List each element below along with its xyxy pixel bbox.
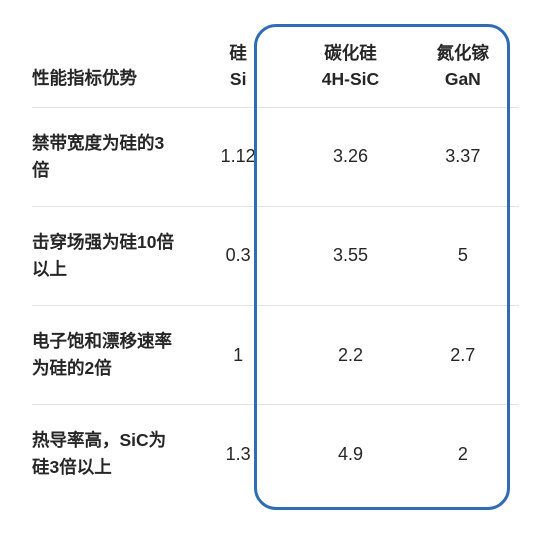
comparison-table: 性能指标优势 硅 Si 碳化硅 4H-SiC 氮化镓 GaN 禁带宽度为硅的3倍… bbox=[32, 40, 519, 504]
value-cell: 2.7 bbox=[407, 345, 519, 366]
value-cell: 2.2 bbox=[294, 345, 406, 366]
table-row: 击穿场强为硅10倍以上 0.3 3.55 5 bbox=[32, 207, 519, 306]
value-cell: 2 bbox=[407, 444, 519, 465]
metric-cell: 电子饱和漂移速率为硅的2倍 bbox=[32, 328, 182, 382]
value-cell: 3.55 bbox=[294, 245, 406, 266]
header-col-top: 硅 bbox=[229, 43, 247, 63]
value-cell: 3.26 bbox=[294, 146, 406, 167]
table-row: 禁带宽度为硅的3倍 1.12 3.26 3.37 bbox=[32, 108, 519, 207]
header-col-si: 硅 Si bbox=[182, 40, 294, 93]
metric-cell: 禁带宽度为硅的3倍 bbox=[32, 130, 182, 184]
table-row: 热导率高，SiC为硅3倍以上 1.3 4.9 2 bbox=[32, 405, 519, 503]
value-cell: 0.3 bbox=[182, 245, 294, 266]
header-col-top: 氮化镓 bbox=[437, 43, 490, 63]
table-header-row: 性能指标优势 硅 Si 碳化硅 4H-SiC 氮化镓 GaN bbox=[32, 40, 519, 108]
header-col-sub: 4H-SiC bbox=[294, 66, 406, 92]
header-col-gan: 氮化镓 GaN bbox=[407, 40, 519, 93]
header-metric-label: 性能指标优势 bbox=[32, 65, 176, 92]
header-col-sub: GaN bbox=[407, 66, 519, 92]
value-cell: 1 bbox=[182, 345, 294, 366]
header-col-sub: Si bbox=[182, 66, 294, 92]
table-row: 电子饱和漂移速率为硅的2倍 1 2.2 2.7 bbox=[32, 306, 519, 405]
metric-cell: 热导率高，SiC为硅3倍以上 bbox=[32, 427, 182, 481]
value-cell: 5 bbox=[407, 245, 519, 266]
value-cell: 1.3 bbox=[182, 444, 294, 465]
header-metric: 性能指标优势 bbox=[32, 65, 182, 92]
value-cell: 3.37 bbox=[407, 146, 519, 167]
metric-cell: 击穿场强为硅10倍以上 bbox=[32, 229, 182, 283]
value-cell: 4.9 bbox=[294, 444, 406, 465]
header-col-top: 碳化硅 bbox=[324, 43, 377, 63]
header-col-sic: 碳化硅 4H-SiC bbox=[294, 40, 406, 93]
value-cell: 1.12 bbox=[182, 146, 294, 167]
